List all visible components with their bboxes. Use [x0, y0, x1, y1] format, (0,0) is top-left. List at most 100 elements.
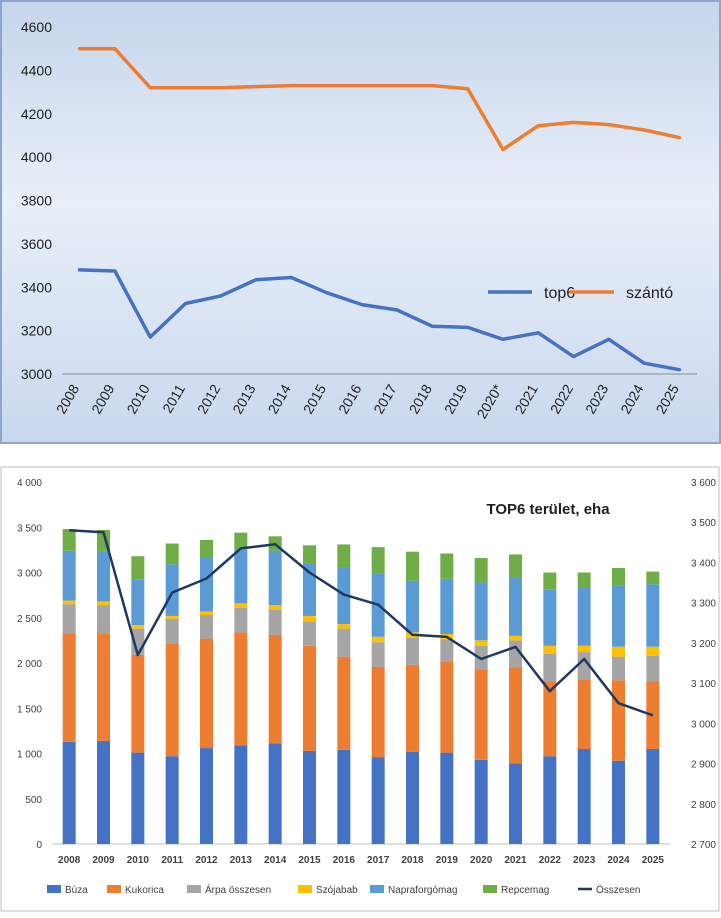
top-y-tick-label: 4600	[21, 19, 52, 35]
bottom-right-tick-label: 3 000	[691, 719, 716, 730]
bar-segment-Búza	[406, 751, 419, 844]
bottom-x-tick-label: 2023	[573, 855, 596, 866]
bar-segment-Szójabab	[612, 646, 625, 657]
bottom-x-tick-label: 2024	[607, 855, 630, 866]
bar-segment-Búza	[509, 763, 522, 844]
bar-segment-Szójabab	[268, 605, 282, 610]
bottom-legend-swatch-Repcemag	[483, 885, 497, 893]
bottom-x-tick-label: 2009	[92, 855, 115, 866]
bar-segment-Szójabab	[200, 611, 213, 616]
bar-segment-Búza	[97, 740, 110, 844]
bottom-left-tick-label: 3 000	[17, 569, 42, 580]
top-legend-label-top6: top6	[544, 285, 575, 302]
bottom-x-tick-label: 2014	[264, 855, 287, 866]
bottom-left-tick-label: 4 000	[17, 478, 42, 489]
bottom-left-tick-label: 0	[36, 840, 42, 851]
bar-segment-Szójabab	[337, 624, 351, 629]
bottom-x-tick-label: 2010	[127, 855, 150, 866]
bar-segment-Szójabab	[543, 645, 557, 654]
bar-segment-Repcemag	[543, 572, 557, 590]
bottom-legend-label-Szójabab: Szójabab	[316, 885, 358, 896]
bar-segment-Napraforgómag	[131, 579, 145, 625]
bar-segment-Kukorica	[200, 638, 213, 749]
bottom-left-tick-label: 3 500	[17, 523, 42, 534]
bar-segment-Napraforgómag	[474, 582, 488, 641]
bar-segment-Repcemag	[509, 554, 522, 578]
bottom-left-tick-label: 1 500	[17, 704, 42, 715]
bar-segment-Szójabab	[577, 645, 591, 653]
bottom-x-tick-label: 2025	[642, 855, 665, 866]
bar-segment-Búza	[303, 750, 316, 844]
top-y-tick-label: 3200	[21, 323, 52, 339]
bar-segment-Kukorica	[97, 633, 110, 741]
bar-segment-Napraforgómag	[543, 589, 557, 646]
bottom-stacked-bar-chart: TOP6 terület, eha 0 500 1 000 1 500 2 000 2 5…	[0, 466, 720, 912]
top-series-line-szántó	[77, 46, 682, 152]
bar-segment-Napraforgómag	[612, 585, 625, 647]
bottom-legend-swatch-Kukorica	[107, 885, 121, 893]
bar-segment-Árpa összesen	[234, 607, 248, 633]
bar-segment-Búza	[612, 760, 625, 844]
bottom-x-tick-label: 2011	[161, 855, 183, 866]
bottom-legend-label-Kukorica: Kukorica	[125, 885, 164, 896]
bottom-right-tick-label: 3 200	[691, 639, 716, 650]
bottom-bar-chart-panel: TOP6 terület, eha 0 500 1 000 1 500 2 000 2 5…	[0, 466, 721, 913]
bottom-x-tick-label: 2012	[195, 855, 218, 866]
bar-segment-Repcemag	[303, 545, 316, 564]
bar-segment-Kukorica	[268, 634, 282, 744]
bottom-x-tick-label: 2017	[367, 855, 390, 866]
bar-segment-Kukorica	[62, 633, 76, 742]
bottom-x-tick-label: 2008	[58, 855, 81, 866]
bottom-legend-label-Napraforgómag: Napraforgómag	[388, 885, 457, 896]
bar-segment-Szójabab	[234, 603, 248, 608]
top-series-line-top6	[77, 268, 682, 372]
bar-segment-Napraforgómag	[509, 577, 522, 636]
bottom-x-tick-label: 2015	[298, 855, 321, 866]
bar-segment-Repcemag	[646, 571, 660, 585]
bar-segment-Kukorica	[165, 643, 179, 757]
bar-segment-Árpa összesen	[200, 615, 213, 639]
bar-segment-Búza	[131, 752, 145, 844]
bar-segment-Napraforgómag	[303, 563, 316, 616]
bar-segment-Napraforgómag	[97, 551, 110, 602]
bar-segment-Repcemag	[200, 539, 213, 559]
bar-segment-Búza	[543, 756, 557, 844]
top-line-chart-panel: 3000 3200 3400 3600 3800 4000 4200 4400 4600 2008…	[0, 0, 721, 444]
bottom-right-tick-label: 2 700	[691, 840, 716, 851]
bar-segment-Árpa összesen	[62, 604, 76, 634]
top-y-tick-label: 4400	[21, 62, 52, 78]
bottom-legend-label-Árpa összesen: Árpa összesen	[205, 883, 271, 896]
bar-segment-Búza	[577, 748, 591, 844]
bottom-left-tick-label: 1 000	[17, 750, 42, 761]
bottom-legend-swatch-Napraforgómag	[370, 885, 384, 893]
top-y-tick-label: 3800	[21, 193, 52, 209]
bottom-legend-label-Búza: Búza	[65, 885, 88, 896]
bar-segment-Kukorica	[371, 666, 385, 758]
bottom-left-tick-label: 2 500	[17, 614, 42, 625]
line-series-Összesen	[69, 529, 654, 717]
bar-segment-Búza	[474, 759, 488, 844]
bar-segment-Árpa összesen	[612, 656, 625, 681]
bar-segment-Repcemag	[165, 543, 179, 565]
bottom-x-tick-label: 2022	[539, 855, 562, 866]
bar-segment-Árpa összesen	[371, 642, 385, 667]
bottom-right-tick-label: 3 300	[691, 599, 716, 610]
bar-segment-Kukorica	[406, 664, 419, 752]
top-y-tick-label: 3000	[21, 366, 52, 382]
bar-segment-Napraforgómag	[268, 550, 282, 606]
bar-segment-Repcemag	[337, 544, 351, 568]
bar-segment-Szójabab	[303, 615, 316, 622]
top-line-chart: 3000320034003600380040004200440046002008…	[0, 0, 721, 444]
bar-segment-Repcemag	[474, 558, 488, 583]
bar-segment-Szójabab	[371, 636, 385, 643]
bottom-right-tick-label: 3 400	[691, 558, 716, 569]
bottom-x-tick-label: 2016	[333, 855, 356, 866]
bar-segment-Búza	[62, 741, 76, 844]
bar-segment-Kukorica	[303, 645, 316, 751]
bar-segment-Árpa összesen	[440, 639, 454, 662]
bottom-right-tick-label: 2 900	[691, 760, 716, 771]
bar-segment-Repcemag	[440, 553, 454, 579]
top-y-tick-label: 4200	[21, 106, 52, 122]
bar-segment-Szójabab	[474, 640, 488, 646]
bar-segment-Búza	[646, 748, 660, 844]
